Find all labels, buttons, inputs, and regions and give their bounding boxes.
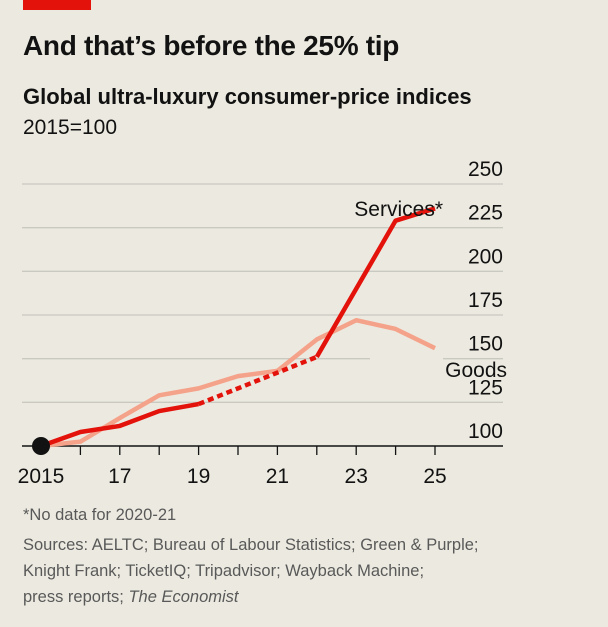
services-line — [40, 401, 199, 449]
y-tick-label: 250 — [468, 158, 503, 181]
x-tick-label: 25 — [423, 465, 446, 488]
y-tick-label: 100 — [468, 420, 503, 443]
x-tick-label: 23 — [345, 465, 368, 488]
brand-red-bar — [23, 0, 91, 10]
sources-press: press reports; — [23, 588, 129, 606]
footnote: *No data for 2020-21 — [23, 506, 177, 524]
chart-title: And that’s before the 25% tip — [23, 30, 400, 61]
sources-economist: The Economist — [128, 588, 239, 606]
sources-line-1: Sources: AELTC; Bureau of Labour Statist… — [23, 536, 479, 554]
sources-line-3: press reports; The Economist — [23, 585, 239, 610]
y-tick-label: 150 — [468, 333, 503, 356]
y-tick-label: 225 — [468, 202, 503, 225]
sources-line-2: Knight Frank; TicketIQ; Tripadvisor; Way… — [23, 562, 425, 580]
label-background — [370, 355, 443, 364]
y-tick-label: 200 — [468, 245, 503, 268]
services-label: Services* — [354, 198, 443, 221]
x-tick-label: 17 — [108, 465, 131, 488]
base-point-marker — [32, 437, 50, 455]
goods-label: Goods — [445, 359, 507, 382]
y-tick-label: 125 — [468, 376, 503, 399]
y-tick-label: 175 — [468, 289, 503, 312]
chart-subtitle: Global ultra-luxury consumer-price indic… — [23, 84, 472, 109]
services-line — [314, 206, 436, 359]
x-tick-label: 19 — [187, 465, 210, 488]
x-tick-label: 21 — [266, 465, 289, 488]
x-tick-label: 2015 — [18, 465, 65, 488]
unit-label: 2015=100 — [23, 116, 118, 139]
services-line-dashed — [197, 354, 318, 407]
